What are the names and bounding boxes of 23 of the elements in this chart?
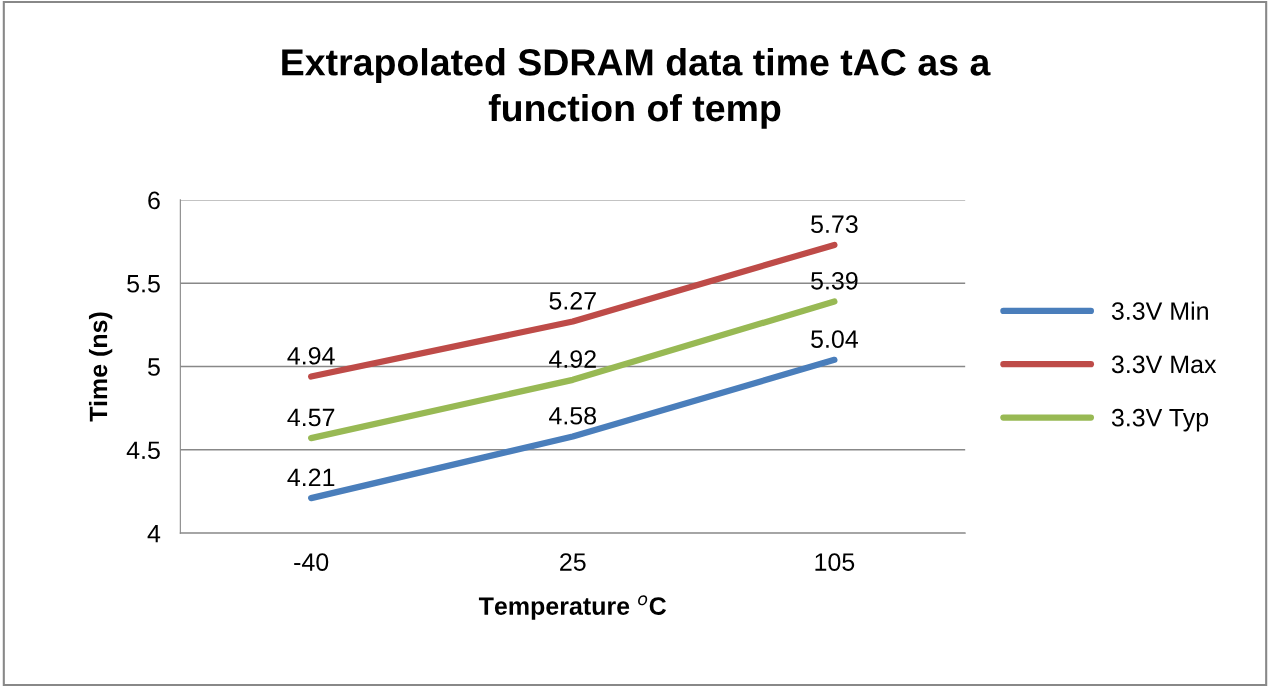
data-label: 5.73 — [811, 215, 858, 234]
legend-label: 3.3V Max — [1111, 355, 1217, 374]
legend-label: 3.3V Typ — [1111, 408, 1209, 432]
data-label: 5.04 — [811, 330, 858, 348]
y-tick-label: 5.5 — [127, 275, 160, 293]
y-tick-label: 5 — [147, 358, 160, 376]
data-label: 4.21 — [287, 468, 335, 486]
chart-title: Extrapolated SDRAM data time tAC as a function of temp — [282, 48, 991, 129]
data-label: 4.58 — [549, 406, 597, 425]
legend-label: 3.3V Min — [1111, 301, 1208, 320]
data-label: 4.92 — [549, 350, 596, 368]
data-label: 4.94 — [287, 346, 335, 365]
y-tick-label: 4.5 — [126, 441, 160, 460]
y-tick-label: 6 — [148, 191, 160, 210]
x-axis-title: Temperature $^{o}$C — [478, 595, 667, 620]
x-tick-label: -40 — [294, 553, 329, 571]
data-label: 4.57 — [287, 408, 335, 427]
x-tick-label: 25 — [560, 553, 586, 571]
y-tick-label: 4 — [147, 524, 161, 543]
data-label: 5.27 — [549, 291, 596, 310]
x-tick-label: 105 — [815, 553, 855, 571]
y-axis-title: Time (ns) — [88, 312, 113, 422]
data-label: 5.39 — [811, 271, 858, 290]
